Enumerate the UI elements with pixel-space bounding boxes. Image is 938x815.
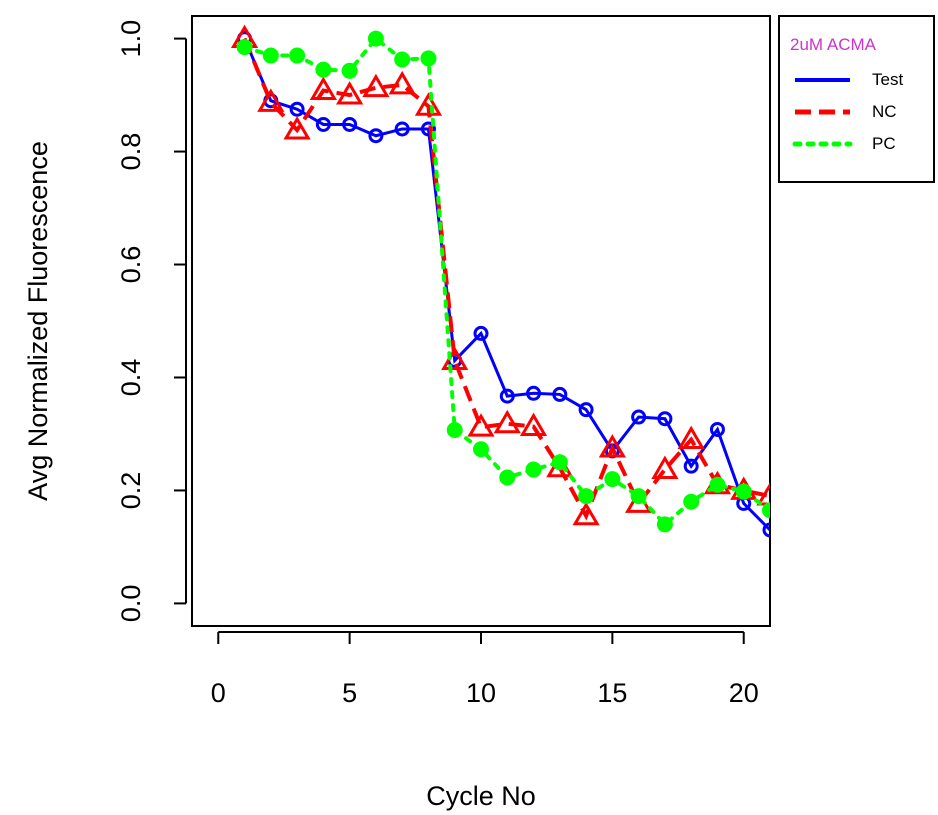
data-point-pc	[315, 61, 332, 78]
data-point-pc	[551, 454, 568, 471]
data-point-pc	[630, 488, 647, 505]
data-point-pc	[735, 483, 752, 500]
data-point-pc	[762, 502, 770, 519]
data-point-test	[394, 121, 410, 137]
data-point-pc	[341, 62, 358, 79]
series-line-nc	[242, 37, 770, 521]
data-point-nc	[756, 482, 770, 506]
y-tick-label: 0.6	[116, 246, 146, 284]
legend: 2uM ACMA Test NC PC	[778, 15, 935, 183]
data-point-pc	[499, 469, 516, 486]
data-point-pc	[473, 441, 489, 458]
data-point-nc	[493, 409, 521, 434]
data-point-test	[683, 458, 699, 474]
data-point-nc	[309, 76, 337, 100]
x-axis-title: Cycle No	[426, 781, 536, 811]
data-point-test	[473, 325, 489, 341]
data-point-nc	[651, 455, 679, 479]
y-axis-title: Avg Normalized Fluorescence	[23, 141, 53, 501]
data-point-pc	[289, 47, 306, 64]
x-tick-label: 20	[729, 678, 759, 708]
data-point-pc	[525, 461, 542, 478]
data-point-nc	[598, 434, 626, 458]
data-point-pc	[236, 39, 253, 56]
data-point-nc	[677, 425, 705, 450]
series-nc	[230, 24, 770, 526]
y-tick-label: 0.4	[116, 359, 146, 397]
data-point-test	[342, 116, 358, 132]
data-point-pc	[394, 51, 411, 68]
data-point-nc	[362, 73, 390, 98]
data-point-test	[762, 522, 770, 538]
series-layer	[230, 24, 770, 538]
data-point-test	[709, 421, 725, 437]
data-point-nc	[414, 92, 443, 116]
y-tick-label: 0.8	[116, 133, 146, 171]
data-point-test	[631, 409, 647, 425]
y-axis: 0.0 0.2 0.4 0.6 0.8 1.0	[116, 20, 187, 623]
y-tick-label: 0.0	[116, 585, 146, 623]
data-point-nc	[572, 501, 600, 526]
x-tick-label: 0	[211, 678, 226, 708]
data-point-pc	[578, 488, 595, 505]
data-point-nc	[257, 88, 285, 112]
y-tick-label: 1.0	[116, 20, 146, 58]
data-point-pc	[420, 50, 437, 67]
x-tick-label: 5	[342, 678, 357, 708]
data-point-pc	[709, 476, 726, 493]
data-point-test	[499, 388, 515, 404]
legend-label-nc: NC	[872, 102, 897, 121]
data-point-test	[368, 128, 384, 144]
x-axis: 0 5 10 15 20	[211, 631, 759, 708]
data-point-pc	[446, 422, 463, 439]
legend-label-test: Test	[872, 70, 903, 89]
legend-box	[778, 15, 935, 183]
legend-label-pc: PC	[872, 134, 896, 153]
data-point-test	[289, 101, 305, 117]
plot-frame	[191, 15, 771, 627]
data-point-test	[657, 411, 673, 427]
x-tick-label: 15	[597, 678, 627, 708]
data-point-test	[578, 402, 594, 418]
data-point-pc	[367, 30, 384, 47]
y-tick-label: 0.2	[116, 472, 146, 510]
data-point-nc	[467, 413, 495, 437]
data-point-pc	[683, 493, 700, 510]
series-line-pc	[242, 35, 770, 528]
data-point-test	[315, 116, 331, 132]
data-point-nc	[519, 412, 548, 437]
data-point-nc	[336, 81, 364, 105]
data-point-pc	[262, 47, 279, 64]
data-point-pc	[656, 516, 673, 533]
series-test	[237, 31, 770, 538]
data-point-nc	[283, 116, 311, 140]
series-line-test	[243, 38, 770, 532]
series-pc	[236, 30, 770, 533]
data-point-test	[526, 385, 542, 401]
data-point-test	[420, 121, 436, 137]
data-point-nc	[388, 70, 416, 95]
data-point-test	[552, 386, 568, 402]
x-tick-label: 10	[466, 678, 496, 708]
legend-title: 2uM ACMA	[790, 35, 877, 54]
data-point-pc	[604, 471, 621, 488]
